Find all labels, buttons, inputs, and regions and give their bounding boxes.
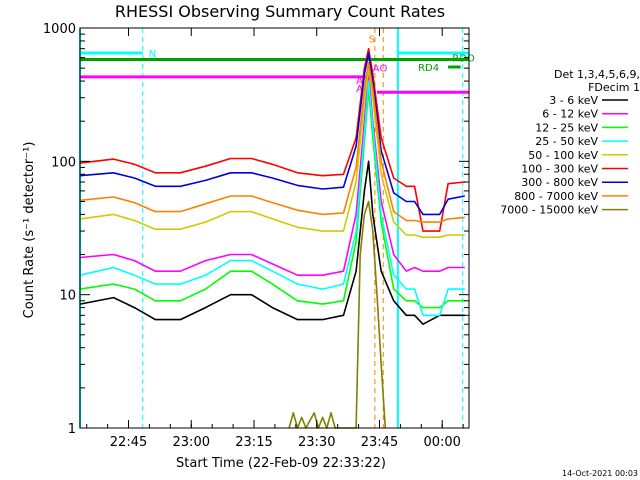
legend-label-2: 12 - 25 keV <box>535 121 598 134</box>
x-axis-label: Start Time (22-Feb-09 22:33:22) <box>176 456 386 471</box>
x-tick-label-5: 00:00 <box>423 435 460 450</box>
legend-label-4: 50 - 100 keV <box>528 149 598 162</box>
series-line-4 <box>79 67 465 238</box>
series-line-5 <box>79 47 465 232</box>
series-line-0 <box>79 160 465 326</box>
legend-label-7: 800 - 7000 keV <box>514 190 598 203</box>
legend-label-8: 7000 - 15000 keV <box>500 204 598 217</box>
footer-timestamp: 14-Oct-2021 00:03 <box>562 469 638 478</box>
state-bar-label-0: N <box>149 49 156 60</box>
series-line-8 <box>288 200 387 429</box>
tick-labels: 22:45 23:00 23:15 23:30 23:45 00:00 1 10 100 1000 <box>43 22 461 450</box>
legend-label-3: 25 - 50 keV <box>535 135 598 148</box>
chart-title: RHESSI Observing Summary Count Rates <box>115 2 445 21</box>
series-line-7 <box>79 61 465 223</box>
y-tick-label-1: 10 <box>59 289 76 304</box>
plot-frame <box>79 27 470 429</box>
state-bar-label-3: RD4 <box>418 63 439 74</box>
x-tick-label-3: 23:30 <box>298 435 335 450</box>
legend-header-1: FDecim 1 <box>588 81 640 94</box>
y-tick-label-2: 100 <box>51 155 76 170</box>
series-line-3 <box>79 80 465 317</box>
flag-label-2: AO <box>373 64 388 75</box>
series-line-6 <box>79 52 465 216</box>
series-line-1 <box>79 72 465 277</box>
legend-label-5: 100 - 300 keV <box>521 163 598 176</box>
legend-header-0: Det 1,3,4,5,6,9, <box>554 68 640 81</box>
series-line-2 <box>79 88 465 309</box>
x-tick-label-2: 23:15 <box>235 435 272 450</box>
y-tick-label-3: 1000 <box>43 22 76 37</box>
legend-label-1: 6 - 12 keV <box>542 108 598 121</box>
y-axis-label: Count Rate (s⁻¹ detector⁻¹) <box>22 142 37 319</box>
legend-label-0: 3 - 6 keV <box>549 94 598 107</box>
flag-label-0: S <box>369 34 375 45</box>
x-tick-label-4: 23:45 <box>361 435 398 450</box>
flag-label-1: RDO <box>452 54 475 65</box>
axes <box>79 27 470 429</box>
x-tick-label-0: 22:45 <box>110 435 147 450</box>
legend-label-6: 300 - 800 keV <box>521 176 598 189</box>
y-tick-label-0: 1 <box>68 422 76 437</box>
x-tick-label-1: 23:00 <box>173 435 210 450</box>
